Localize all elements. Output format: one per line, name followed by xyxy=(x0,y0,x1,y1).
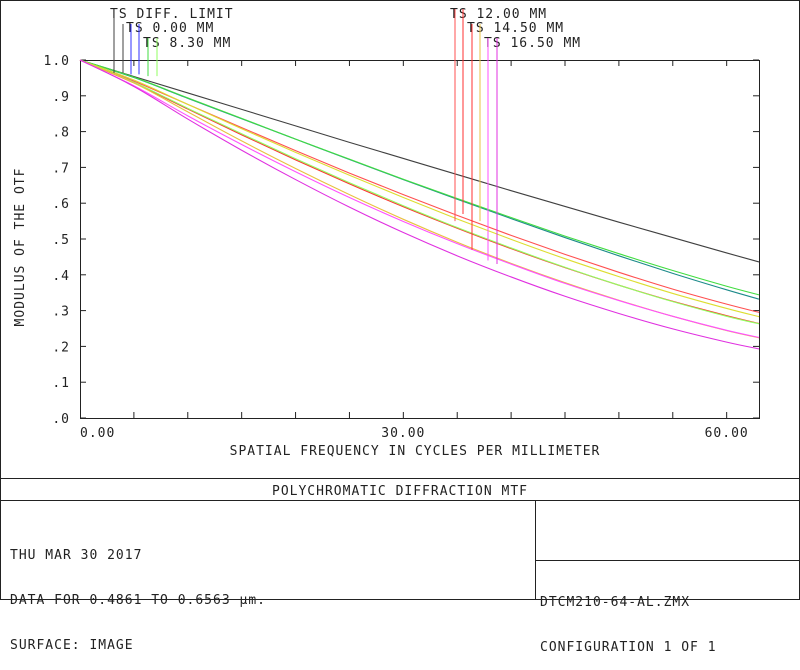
y-tick-label: .0 xyxy=(52,412,70,427)
y-tick-label: .2 xyxy=(52,340,70,355)
legend-label-5: TS 16.50 MM xyxy=(484,36,581,51)
mtf-chart: .0 .1 .2 .3 .4 .5 .6 .7 .8 .9 1.0 0.00 30.00 60.00 TS… xyxy=(0,0,800,600)
y-tick-label: .3 xyxy=(52,305,70,320)
y-tick-label: .9 xyxy=(52,90,70,105)
y-tick-label: .5 xyxy=(52,233,70,248)
x-tick-label: 60.00 xyxy=(705,426,749,441)
series-line-2 xyxy=(79,59,760,313)
y-tick-label: .7 xyxy=(52,161,70,176)
y-tick-label: .8 xyxy=(52,126,70,141)
x-axis-label: SPATIAL FREQUENCY IN CYCLES PER MILLIMET… xyxy=(230,444,601,459)
axis-ticks: .0 .1 .2 .3 .4 .5 .6 .7 .8 .9 1.0 0.00 30.00 60.00 xyxy=(44,54,759,441)
x-tick-label: 0.00 xyxy=(80,426,115,441)
legend-label-0: TS DIFF. LIMIT xyxy=(110,7,234,22)
chart-title: POLYCHROMATIC DIFFRACTION MTF xyxy=(272,484,528,499)
footer-filename: DTCM210-64-AL.ZMX xyxy=(540,595,691,610)
y-tick-label: 1.0 xyxy=(44,54,70,69)
legend-label-4: TS 14.50 MM xyxy=(467,21,564,36)
footer-file-block: DTCM210-64-AL.ZMX CONFIGURATION 1 OF 1 xyxy=(540,565,717,670)
y-tick-label: .1 xyxy=(52,376,70,391)
y-tick-label: .6 xyxy=(52,197,70,212)
legend-label-1: TS 0.00 MM xyxy=(126,21,214,36)
legend-label-3: TS 12.00 MM xyxy=(450,7,547,22)
footer-configuration: CONFIGURATION 1 OF 1 xyxy=(540,640,717,655)
footer-date: THU MAR 30 2017 xyxy=(10,548,143,563)
series-line-6 xyxy=(79,59,760,325)
x-tick-label: 30.00 xyxy=(381,426,425,441)
page-frame xyxy=(0,0,800,600)
legend-label-2: TS 8.30 MM xyxy=(143,36,231,51)
series-line-3 xyxy=(79,59,760,296)
series-line-5 xyxy=(79,59,760,318)
y-tick-label: .4 xyxy=(52,269,70,284)
series-line-9 xyxy=(79,59,760,350)
series-group xyxy=(79,59,760,350)
footer-surface: SURFACE: IMAGE xyxy=(10,638,134,653)
footer-data-range: DATA FOR 0.4861 TO 0.6563 μm. xyxy=(10,593,266,608)
footer-info: THU MAR 30 2017 DATA FOR 0.4861 TO 0.656… xyxy=(10,518,266,668)
series-line-0 xyxy=(79,59,760,263)
series-line-8 xyxy=(79,59,760,338)
y-axis-label: MODULUS OF THE OTF xyxy=(13,168,28,327)
